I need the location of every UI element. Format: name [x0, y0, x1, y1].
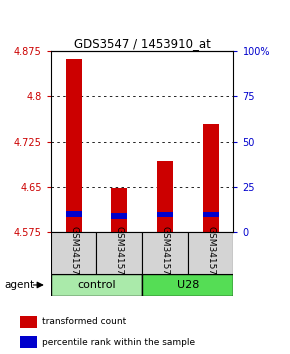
Bar [20, 336, 37, 348]
Bar [20, 316, 37, 328]
Text: GSM341574: GSM341574 [206, 226, 215, 280]
Bar [111, 213, 127, 219]
Bar [142, 232, 188, 274]
Text: agent: agent [4, 280, 34, 290]
Text: control: control [77, 280, 116, 290]
Bar [142, 274, 233, 296]
Bar [111, 188, 127, 232]
Bar [66, 59, 81, 232]
Bar [203, 124, 219, 232]
Text: GSM341572: GSM341572 [115, 226, 124, 280]
Bar [203, 212, 219, 217]
Text: percentile rank within the sample: percentile rank within the sample [42, 338, 195, 347]
Text: GSM341573: GSM341573 [160, 225, 169, 281]
Text: U28: U28 [177, 280, 199, 290]
Bar [188, 232, 233, 274]
Bar [96, 232, 142, 274]
Title: GDS3547 / 1453910_at: GDS3547 / 1453910_at [74, 37, 211, 50]
Bar [51, 274, 142, 296]
Bar [51, 232, 96, 274]
Bar [157, 212, 173, 217]
Bar [66, 211, 81, 217]
Text: GSM341571: GSM341571 [69, 225, 78, 281]
Bar [157, 161, 173, 232]
Text: transformed count: transformed count [42, 317, 126, 326]
